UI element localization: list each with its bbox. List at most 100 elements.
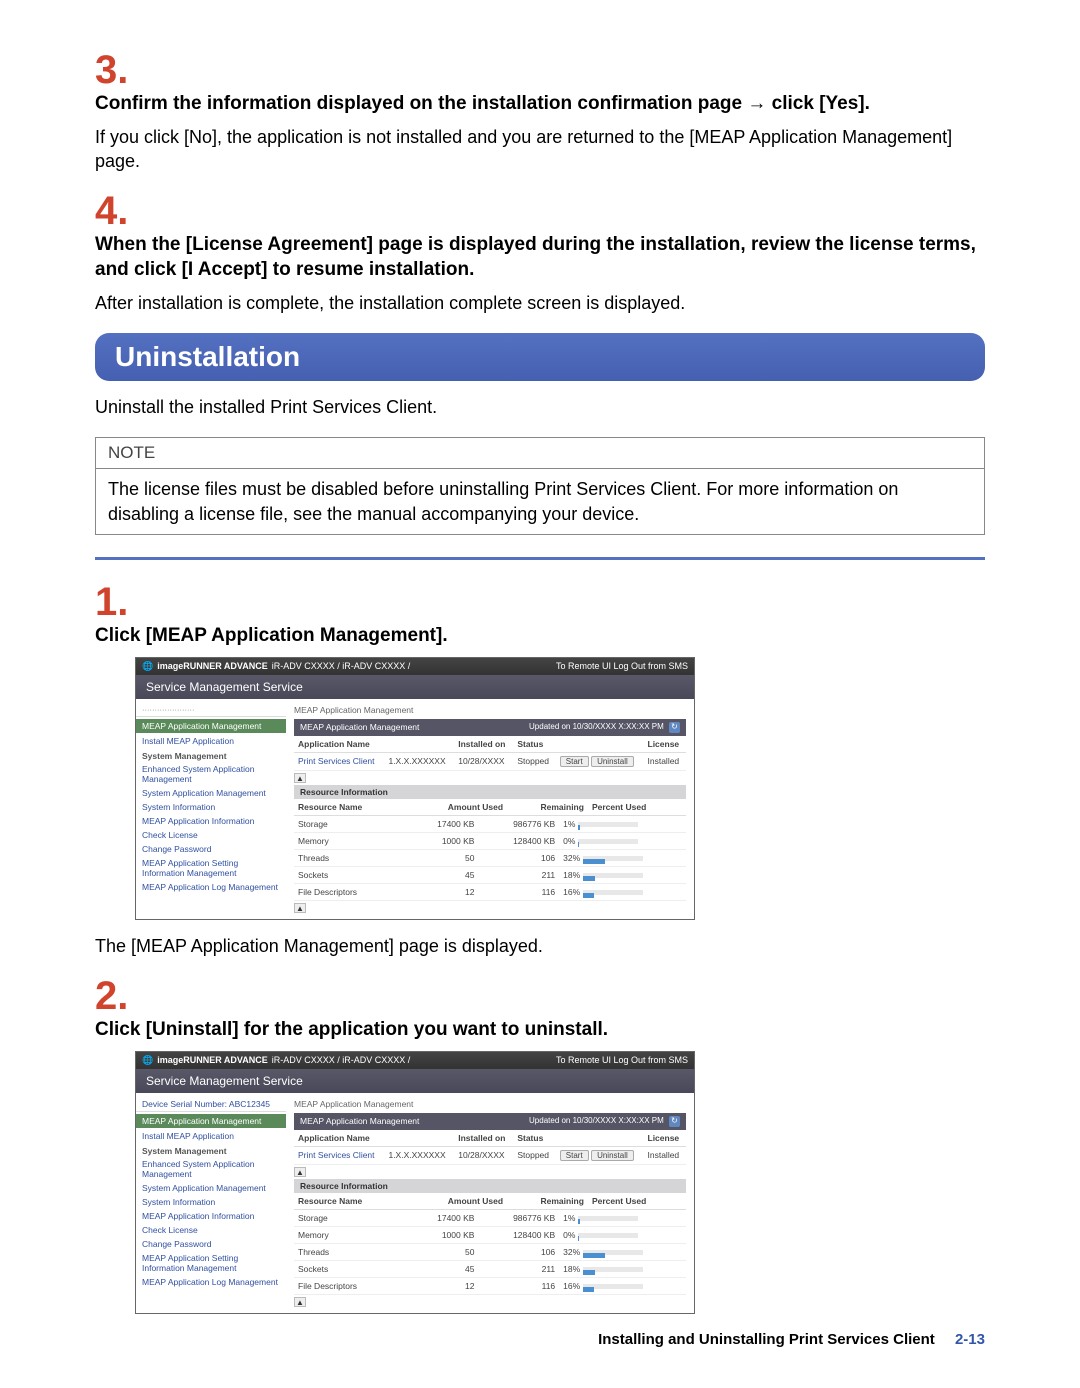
section-separator xyxy=(95,557,985,560)
refresh-icon[interactable]: ↻ xyxy=(669,722,680,733)
row-name[interactable]: Print Services Client xyxy=(294,753,384,771)
col-installed: Installed on xyxy=(454,736,513,753)
sidebar-change-pw[interactable]: Change Password xyxy=(136,842,286,856)
res-col-pct: Percent Used xyxy=(588,1193,686,1210)
sidebar-meap-mgmt[interactable]: MEAP Application Management xyxy=(136,719,286,733)
u-step1-title: Click [MEAP Application Management]. xyxy=(95,624,985,649)
sidebar-sys-mgmt: System Management xyxy=(136,748,286,762)
sidebar-sys_app[interactable]: System Application Management xyxy=(136,1181,286,1195)
ss-panel-title: MEAP Application Management xyxy=(300,1116,419,1127)
collapse-icon[interactable]: ▲ xyxy=(294,1297,306,1307)
ss-topright[interactable]: To Remote UI Log Out from SMS xyxy=(556,661,688,671)
ss-sidebar: ····················· MEAP Application M… xyxy=(136,699,286,919)
res-rows-2: Storage17400 KB986776 KB1% Memory1000 KB… xyxy=(294,1210,686,1295)
ss-serial: Device Serial Number: ABC12345 xyxy=(136,1097,286,1112)
sidebar-enhanced[interactable]: Enhanced System Application Management xyxy=(136,762,286,786)
res-row: Storage17400 KB986776 KB1% xyxy=(294,1210,686,1227)
res-row: Memory1000 KB128400 KB0% xyxy=(294,1227,686,1244)
row-status: Stopped xyxy=(513,753,555,771)
sidebar-install[interactable]: Install MEAP Application xyxy=(136,1129,286,1143)
ss-sidebar: Device Serial Number: ABC12345 MEAP Appl… xyxy=(136,1093,286,1313)
table-row: Print Services Client 1.X.X.XXXXXX 10/28… xyxy=(294,753,686,771)
row-name[interactable]: Print Services Client xyxy=(294,1147,384,1165)
ss-panel-head: MEAP Application Management Updated on 1… xyxy=(294,1113,686,1130)
collapse-icon[interactable]: ▲ xyxy=(294,903,306,913)
ss-topright[interactable]: To Remote UI Log Out from SMS xyxy=(556,1055,688,1065)
sidebar-check-lic[interactable]: Check License xyxy=(136,828,286,842)
row-ver: 1.X.X.XXXXXX xyxy=(384,753,454,771)
res-row: Memory1000 KB128400 KB0% xyxy=(294,833,686,850)
ss-app-table: Application Name Installed on Status Lic… xyxy=(294,736,686,771)
step3-number: 3. xyxy=(95,50,985,90)
collapse-icon[interactable]: ▲ xyxy=(294,1167,306,1177)
res-row: File Descriptors1211616% xyxy=(294,884,686,901)
ss-service: Service Management Service xyxy=(136,1069,694,1093)
uninstall-button[interactable]: Uninstall xyxy=(591,756,634,767)
sidebar-change-pw[interactable]: Change Password xyxy=(136,1237,286,1251)
refresh-icon[interactable]: ↻ xyxy=(669,1116,680,1127)
note-box: NOTE The license files must be disabled … xyxy=(95,437,985,535)
col-app: Application Name xyxy=(294,736,384,753)
step-3: 3. Confirm the information displayed on … xyxy=(95,50,985,173)
res-col-name: Resource Name xyxy=(294,1193,408,1210)
ss-main: MEAP Application Management MEAP Applica… xyxy=(286,1093,694,1313)
step4-number: 4. xyxy=(95,191,985,231)
step4-title: When the [License Agreement] page is dis… xyxy=(95,233,985,282)
start-button[interactable]: Start xyxy=(560,756,589,767)
col-app: Application Name xyxy=(294,1130,384,1147)
sidebar-meap-info[interactable]: MEAP Application Information xyxy=(136,1209,286,1223)
u-step2-title: Click [Uninstall] for the application yo… xyxy=(95,1018,985,1043)
col-installed: Installed on xyxy=(454,1130,513,1147)
res-col-used: Amount Used xyxy=(408,799,507,816)
res-col-remain: Remaining xyxy=(507,1193,588,1210)
ss-model: iR-ADV CXXXX / iR-ADV CXXXX / xyxy=(272,661,411,671)
section-title: Uninstallation xyxy=(115,341,300,372)
sidebar-meap-info[interactable]: MEAP Application Information xyxy=(136,814,286,828)
sidebar-sys-info[interactable]: System Information xyxy=(136,1195,286,1209)
screenshot-2: 🌐 imageRUNNER ADVANCE iR-ADV CXXXX / iR-… xyxy=(135,1051,695,1314)
note-body: The license files must be disabled befor… xyxy=(96,469,984,534)
ss-panel-title: MEAP Application Management xyxy=(300,722,419,733)
res-row: File Descriptors1211616% xyxy=(294,1278,686,1295)
sidebar-setting-info[interactable]: MEAP Application Setting Information Man… xyxy=(136,856,286,880)
row-date: 10/28/XXXX xyxy=(454,1147,513,1165)
ss-service: Service Management Service xyxy=(136,675,694,699)
sidebar-log-mgmt[interactable]: MEAP Application Log Management xyxy=(136,880,286,894)
sidebar-sys_app[interactable]: System Application Management xyxy=(136,786,286,800)
step4-body: After installation is complete, the inst… xyxy=(95,291,985,315)
sidebar-setting-info[interactable]: MEAP Application Setting Information Man… xyxy=(136,1251,286,1275)
uninstall-intro: Uninstall the installed Print Services C… xyxy=(95,395,985,419)
sidebar-sys-info[interactable]: System Information xyxy=(136,800,286,814)
ss-app-table: Application Name Installed on Status Lic… xyxy=(294,1130,686,1165)
table-row: Print Services Client 1.X.X.XXXXXX 10/28… xyxy=(294,1147,686,1165)
res-head: Resource Information xyxy=(294,1179,686,1193)
u-step-2: 2. Click [Uninstall] for the application… xyxy=(95,976,985,1314)
ss-crumb: MEAP Application Management xyxy=(294,1099,686,1109)
ss-brand: imageRUNNER ADVANCE xyxy=(157,661,268,671)
step3-title-b: click [Yes]. xyxy=(766,93,870,114)
collapse-icon[interactable]: ▲ xyxy=(294,773,306,783)
ss-panel-head: MEAP Application Management Updated on 1… xyxy=(294,719,686,736)
res-row: Storage17400 KB986776 KB1% xyxy=(294,816,686,833)
page-footer: Installing and Uninstalling Print Servic… xyxy=(598,1331,985,1348)
footer-page: 2-13 xyxy=(955,1331,985,1348)
uninstall-button[interactable]: Uninstall xyxy=(591,1150,634,1161)
ss-crumb: MEAP Application Management xyxy=(294,705,686,715)
res-row: Sockets4521118% xyxy=(294,1261,686,1278)
ss-res-table: Resource Name Amount Used Remaining Perc… xyxy=(294,799,686,816)
ss-updated: Updated on 10/30/XXXX X:XX:XX PM xyxy=(529,722,664,731)
ss-serial-blur: ····················· xyxy=(136,703,286,717)
sidebar-meap-mgmt[interactable]: MEAP Application Management xyxy=(136,1114,286,1128)
sidebar-install[interactable]: Install MEAP Application xyxy=(136,734,286,748)
sidebar-enhanced[interactable]: Enhanced System Application Management xyxy=(136,1157,286,1181)
res-row: Sockets4521118% xyxy=(294,867,686,884)
sidebar-check-lic[interactable]: Check License xyxy=(136,1223,286,1237)
sidebar-log-mgmt[interactable]: MEAP Application Log Management xyxy=(136,1275,286,1289)
u-step2-number: 2. xyxy=(95,976,985,1016)
ss1-titlebar: 🌐 imageRUNNER ADVANCE iR-ADV CXXXX / iR-… xyxy=(136,658,694,675)
col-license: License xyxy=(644,1130,687,1147)
row-license: Installed xyxy=(644,753,687,771)
start-button[interactable]: Start xyxy=(560,1150,589,1161)
step3-body: If you click [No], the application is no… xyxy=(95,125,985,174)
u-step1-caption: The [MEAP Application Management] page i… xyxy=(95,934,985,958)
